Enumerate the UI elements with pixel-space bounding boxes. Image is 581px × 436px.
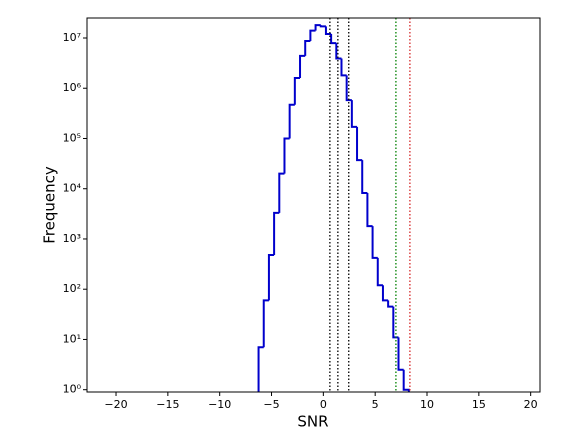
x-tick-label: 15	[472, 398, 486, 411]
y-tick-label: 10³	[63, 232, 81, 245]
y-tick-label: 10⁶	[63, 81, 82, 94]
histogram-step	[293, 76, 301, 105]
y-tick-label: 10⁷	[63, 31, 81, 44]
histogram-step	[309, 29, 316, 42]
histogram-step	[267, 253, 275, 301]
histogram-step	[288, 103, 295, 139]
y-tick-label: 10⁵	[63, 131, 81, 144]
histogram-step	[376, 257, 383, 287]
x-tick-label: −15	[156, 398, 179, 411]
y-axis-label: Frequency	[41, 166, 59, 244]
histogram-step	[324, 26, 332, 36]
histogram-step	[278, 172, 285, 213]
histogram-step	[330, 34, 337, 45]
histogram-step	[319, 25, 326, 28]
histogram-step	[350, 100, 358, 128]
histogram-step	[397, 337, 404, 371]
x-tick-label: 5	[372, 398, 379, 411]
histogram-step	[361, 160, 368, 195]
histogram-step	[299, 54, 306, 78]
histogram-step	[381, 285, 389, 302]
x-tick-label: 20	[524, 398, 538, 411]
x-tick-label: −10	[208, 398, 231, 411]
y-tick-label: 10⁰	[63, 383, 82, 396]
x-tick-label: 0	[320, 398, 327, 411]
x-tick-label: −5	[263, 398, 279, 411]
x-axis-label: SNR	[297, 413, 328, 431]
histogram-step	[257, 346, 264, 392]
histogram-step	[314, 24, 321, 31]
histogram-step	[335, 43, 342, 60]
x-tick-label: −20	[104, 398, 127, 411]
histogram-step	[345, 75, 352, 102]
histogram-step	[356, 126, 363, 162]
y-tick-label: 10²	[63, 282, 81, 295]
histogram-step	[304, 40, 311, 56]
y-tick-label: 10⁴	[63, 182, 82, 195]
histogram-step	[402, 369, 410, 392]
histogram-step	[392, 306, 399, 339]
histogram-step	[283, 137, 290, 174]
histogram-step	[262, 299, 269, 348]
histogram-step	[366, 193, 373, 228]
plot-frame	[86, 17, 541, 393]
histogram-step	[273, 211, 280, 255]
histogram-step	[387, 300, 394, 308]
histogram-step	[340, 58, 347, 77]
x-tick-label: 10	[420, 398, 434, 411]
y-tick-label: 10¹	[63, 332, 81, 345]
histogram-step	[371, 226, 378, 259]
